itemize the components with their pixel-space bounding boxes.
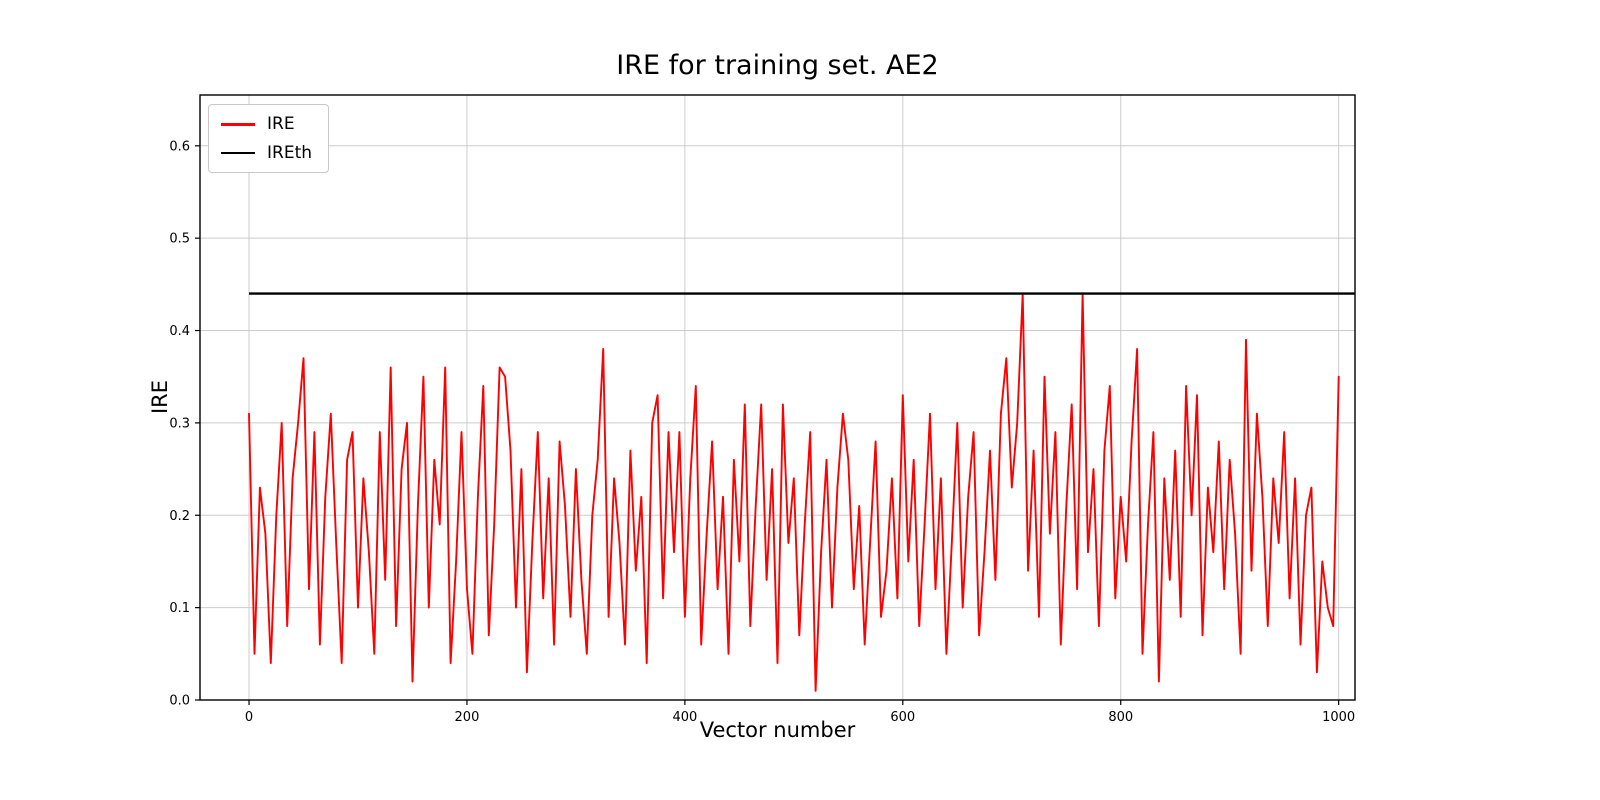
x-tick-label: 800 bbox=[1108, 710, 1133, 725]
x-tick-label: 400 bbox=[672, 710, 697, 725]
ire-series-line bbox=[248, 292, 1340, 692]
legend-label-ire: IRE bbox=[267, 114, 295, 134]
y-tick-label: 0.2 bbox=[169, 509, 190, 524]
x-tick-label: 200 bbox=[455, 710, 480, 725]
axes-frame bbox=[199, 94, 1356, 701]
y-tick-label: 0.0 bbox=[169, 694, 190, 709]
legend-entry-ire: IRE bbox=[221, 115, 312, 134]
y-tick-label: 0.6 bbox=[169, 139, 190, 154]
x-tick-label: 0 bbox=[245, 710, 253, 725]
y-axis-label: IRE bbox=[148, 379, 172, 415]
legend-label-ireth: IREth bbox=[267, 142, 313, 163]
ireth-line-swatch-icon bbox=[221, 152, 255, 155]
y-tick-label: 0.3 bbox=[169, 416, 190, 431]
chart-title: IRE for training set. AE2 bbox=[616, 50, 939, 81]
legend-entry-ireth: IREth bbox=[221, 142, 313, 163]
x-tick-label: 600 bbox=[890, 710, 915, 725]
ire-line-swatch-icon bbox=[221, 122, 255, 126]
x-tick-label: 1000 bbox=[1322, 710, 1355, 725]
axes-background bbox=[200, 95, 1355, 700]
legend: IRE IREth bbox=[208, 104, 330, 174]
y-tick-label: 0.5 bbox=[169, 232, 190, 247]
x-axis-label: Vector number bbox=[699, 718, 856, 742]
y-tick-label: 0.1 bbox=[169, 601, 190, 616]
y-tick-label: 0.4 bbox=[169, 324, 190, 339]
